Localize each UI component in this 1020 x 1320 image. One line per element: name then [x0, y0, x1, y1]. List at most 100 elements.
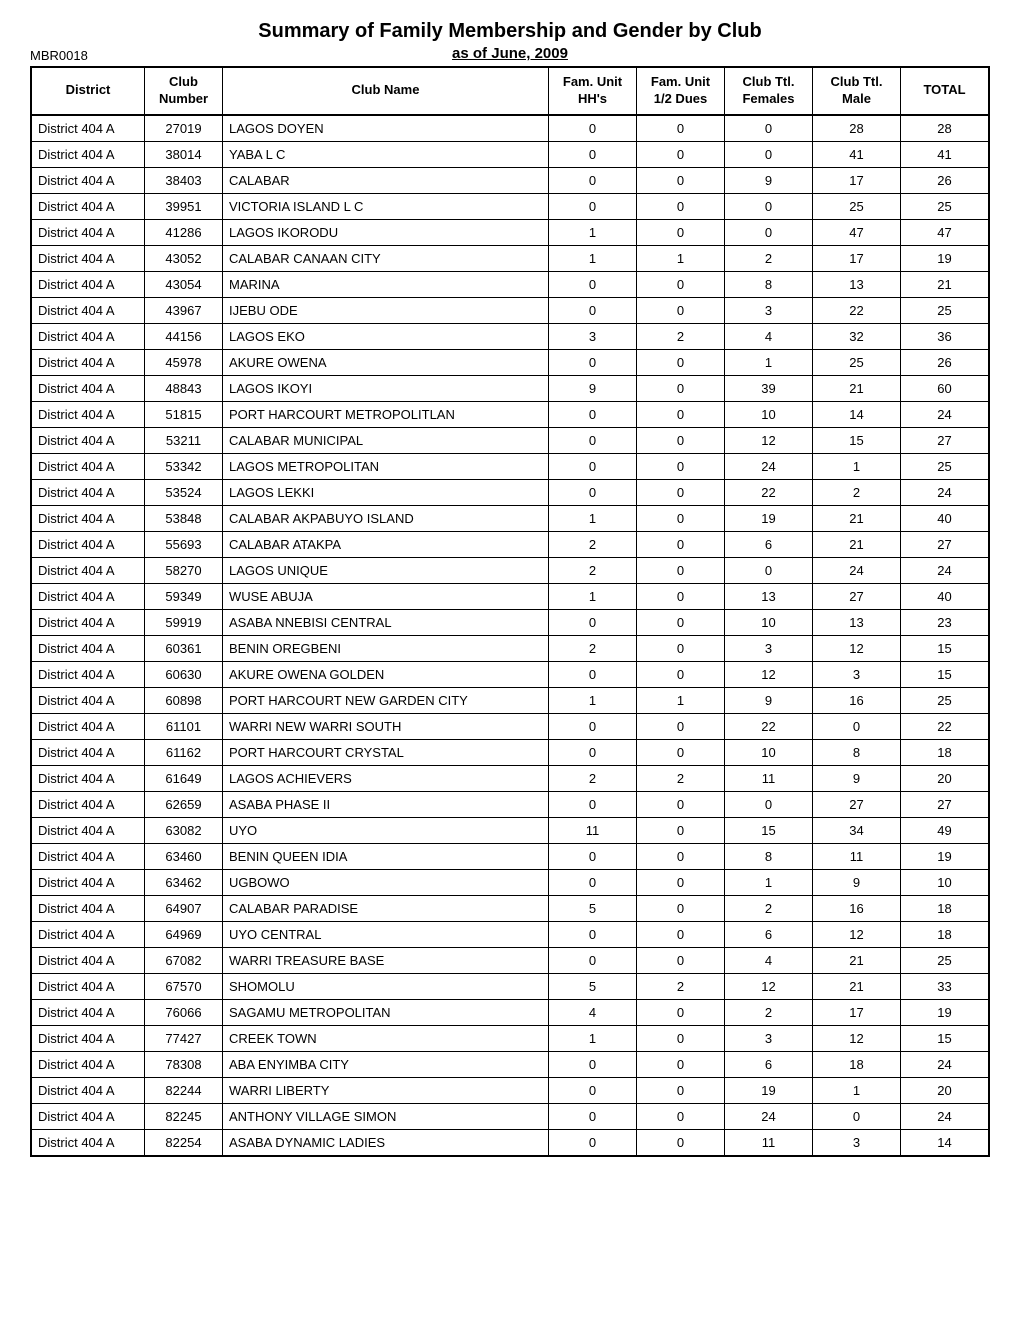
table-cell: 0 — [637, 453, 725, 479]
table-cell: 0 — [637, 557, 725, 583]
table-cell: District 404 A — [31, 687, 145, 713]
table-cell: 15 — [901, 635, 990, 661]
table-cell: 2 — [813, 479, 901, 505]
table-cell: LAGOS IKOYI — [223, 375, 549, 401]
table-cell: 22 — [725, 479, 813, 505]
table-cell: 2 — [549, 765, 637, 791]
table-cell: ASABA NNEBISI CENTRAL — [223, 609, 549, 635]
table-cell: District 404 A — [31, 141, 145, 167]
table-cell: 4 — [725, 947, 813, 973]
table-cell: 19 — [901, 245, 990, 271]
table-row: District 404 A63460BENIN QUEEN IDIA00811… — [31, 843, 989, 869]
table-cell: 43054 — [145, 271, 223, 297]
table-cell: 1 — [637, 245, 725, 271]
table-cell: 1 — [725, 869, 813, 895]
table-cell: 0 — [725, 219, 813, 245]
table-cell: District 404 A — [31, 427, 145, 453]
table-cell: District 404 A — [31, 453, 145, 479]
table-cell: 3 — [549, 323, 637, 349]
table-cell: 59919 — [145, 609, 223, 635]
table-cell: 15 — [813, 427, 901, 453]
table-cell: 0 — [549, 1129, 637, 1156]
table-cell: 11 — [725, 765, 813, 791]
table-row: District 404 A77427CREEK TOWN1031215 — [31, 1025, 989, 1051]
table-cell: 13 — [813, 609, 901, 635]
table-cell: 38014 — [145, 141, 223, 167]
col-header-club-name: Club Name — [223, 67, 549, 115]
table-cell: District 404 A — [31, 193, 145, 219]
table-cell: 43052 — [145, 245, 223, 271]
table-cell: YABA L C — [223, 141, 549, 167]
table-cell: District 404 A — [31, 375, 145, 401]
table-row: District 404 A61649LAGOS ACHIEVERS221192… — [31, 765, 989, 791]
table-cell: MARINA — [223, 271, 549, 297]
table-cell: District 404 A — [31, 401, 145, 427]
table-row: District 404 A27019LAGOS DOYEN0002828 — [31, 115, 989, 142]
table-cell: 0 — [637, 609, 725, 635]
table-cell: 0 — [637, 713, 725, 739]
table-cell: 45978 — [145, 349, 223, 375]
table-cell: 51815 — [145, 401, 223, 427]
table-cell: 18 — [901, 921, 990, 947]
table-cell: 0 — [549, 271, 637, 297]
table-cell: 0 — [549, 791, 637, 817]
table-cell: 19 — [725, 1077, 813, 1103]
table-cell: 21 — [813, 375, 901, 401]
table-cell: 60630 — [145, 661, 223, 687]
table-cell: LAGOS EKO — [223, 323, 549, 349]
table-cell: 6 — [725, 1051, 813, 1077]
table-cell: 2 — [637, 973, 725, 999]
table-cell: 0 — [549, 167, 637, 193]
table-cell: 17 — [813, 167, 901, 193]
table-row: District 404 A60630AKURE OWENA GOLDEN001… — [31, 661, 989, 687]
table-cell: 10 — [725, 739, 813, 765]
table-cell: 13 — [813, 271, 901, 297]
table-cell: 25 — [901, 193, 990, 219]
table-cell: 0 — [637, 947, 725, 973]
table-cell: 1 — [549, 583, 637, 609]
table-cell: District 404 A — [31, 973, 145, 999]
table-cell: 67082 — [145, 947, 223, 973]
table-cell: 0 — [637, 427, 725, 453]
table-cell: District 404 A — [31, 895, 145, 921]
table-cell: 9 — [813, 869, 901, 895]
table-cell: District 404 A — [31, 609, 145, 635]
table-cell: 0 — [637, 1103, 725, 1129]
table-row: District 404 A43054MARINA0081321 — [31, 271, 989, 297]
table-row: District 404 A82245ANTHONY VILLAGE SIMON… — [31, 1103, 989, 1129]
table-cell: 77427 — [145, 1025, 223, 1051]
table-cell: 18 — [813, 1051, 901, 1077]
table-cell: 0 — [637, 271, 725, 297]
table-cell: 11 — [813, 843, 901, 869]
table-cell: LAGOS IKORODU — [223, 219, 549, 245]
table-row: District 404 A39951VICTORIA ISLAND L C00… — [31, 193, 989, 219]
table-row: District 404 A78308ABA ENYIMBA CITY00618… — [31, 1051, 989, 1077]
table-cell: 1 — [549, 505, 637, 531]
table-row: District 404 A59349WUSE ABUJA10132740 — [31, 583, 989, 609]
table-cell: 0 — [549, 869, 637, 895]
table-cell: 1 — [813, 453, 901, 479]
table-cell: 21 — [813, 531, 901, 557]
table-row: District 404 A64907CALABAR PARADISE50216… — [31, 895, 989, 921]
table-cell: 0 — [549, 1077, 637, 1103]
table-cell: 64969 — [145, 921, 223, 947]
table-cell: 43967 — [145, 297, 223, 323]
table-cell: District 404 A — [31, 921, 145, 947]
table-cell: 3 — [725, 635, 813, 661]
table-cell: 63462 — [145, 869, 223, 895]
table-cell: District 404 A — [31, 947, 145, 973]
table-cell: 0 — [637, 895, 725, 921]
table-cell: 3 — [725, 1025, 813, 1051]
table-row: District 404 A43967IJEBU ODE0032225 — [31, 297, 989, 323]
table-cell: 0 — [549, 661, 637, 687]
table-row: District 404 A53848CALABAR AKPABUYO ISLA… — [31, 505, 989, 531]
table-cell: 6 — [725, 921, 813, 947]
table-row: District 404 A76066SAGAMU METROPOLITAN40… — [31, 999, 989, 1025]
table-cell: 26 — [901, 167, 990, 193]
table-cell: 0 — [725, 193, 813, 219]
table-cell: District 404 A — [31, 739, 145, 765]
table-cell: 5 — [549, 895, 637, 921]
table-cell: 0 — [549, 843, 637, 869]
table-cell: 0 — [637, 583, 725, 609]
table-cell: 0 — [637, 791, 725, 817]
